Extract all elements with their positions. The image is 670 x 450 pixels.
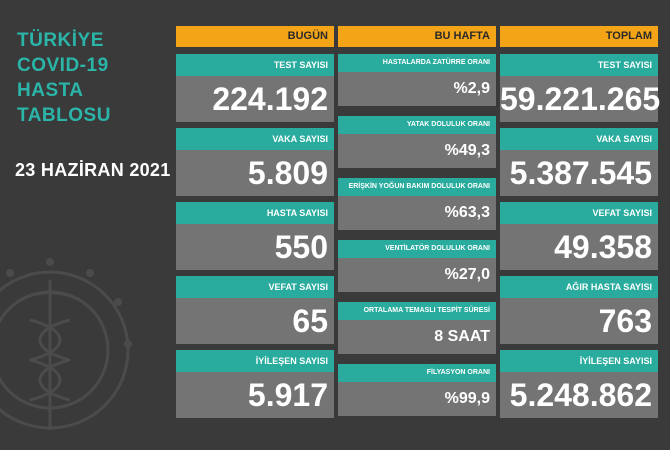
- stat-card-week-filiation: FİLYASYON ORANI %99,9: [338, 364, 496, 416]
- title-line: TABLOSU: [17, 105, 111, 126]
- stat-label: TEST SAYISI: [176, 54, 334, 76]
- stat-value: 5.809: [247, 155, 328, 191]
- stat-card-today-patients: HASTA SAYISI 550: [176, 202, 334, 270]
- title-line: TÜRKİYE: [17, 30, 104, 51]
- column-header-today: BUGÜN: [176, 26, 334, 47]
- stat-label: VENTİLATÖR DOLULUK ORANI: [338, 240, 496, 258]
- stat-value: 550: [274, 229, 328, 265]
- stat-label: YATAK DOLULUK ORANI: [338, 116, 496, 134]
- stat-value: 65: [292, 303, 328, 339]
- stat-label: ORTALAMA TEMASLI TESPİT SÜRESİ: [338, 302, 496, 320]
- column-header-total: TOPLAM: [500, 26, 658, 47]
- stat-card-week-pneumonia: HASTALARDA ZATÜRRE ORANI %2,9: [338, 54, 496, 106]
- stat-value: 5.387.545: [509, 155, 652, 191]
- stat-card-total-deaths: VEFAT SAYISI 49.358: [500, 202, 658, 270]
- report-date: 23 HAZİRAN 2021: [15, 160, 171, 180]
- stat-value: 5.917: [247, 377, 328, 413]
- stat-value: 5.248.862: [509, 377, 652, 413]
- stat-label: HASTALARDA ZATÜRRE ORANI: [338, 54, 496, 72]
- stat-label: AĞIR HASTA SAYISI: [500, 276, 658, 298]
- stat-value: 224.192: [212, 81, 328, 117]
- stat-label: VAKA SAYISI: [500, 128, 658, 150]
- stat-value: 59.221.265: [500, 81, 661, 117]
- stat-card-today-cases: VAKA SAYISI 5.809: [176, 128, 334, 196]
- stat-value: 8 SAAT: [434, 328, 490, 345]
- stat-value: 763: [598, 303, 652, 339]
- stat-card-total-cases: VAKA SAYISI 5.387.545: [500, 128, 658, 196]
- stat-card-week-icu-occupancy: ERİŞKİN YOĞUN BAKIM DOLULUK ORANI %63,3: [338, 178, 496, 230]
- stat-card-today-test: TEST SAYISI 224.192: [176, 54, 334, 122]
- stat-card-today-recovered: İYİLEŞEN SAYISI 5.917: [176, 350, 334, 418]
- stat-card-today-deaths: VEFAT SAYISI 65: [176, 276, 334, 344]
- stat-value: 49.358: [554, 229, 652, 265]
- stat-label: TEST SAYISI: [500, 54, 658, 76]
- stat-label: VEFAT SAYISI: [176, 276, 334, 298]
- stat-card-week-contact-time: ORTALAMA TEMASLI TESPİT SÜRESİ 8 SAAT: [338, 302, 496, 354]
- stat-label: İYİLEŞEN SAYISI: [176, 350, 334, 372]
- stat-label: VAKA SAYISI: [176, 128, 334, 150]
- stat-value: %2,9: [453, 80, 490, 97]
- stat-value: %27,0: [444, 266, 490, 283]
- stat-value: %63,3: [444, 204, 490, 221]
- ministry-of-health-emblem-icon: [0, 258, 132, 430]
- stat-label: FİLYASYON ORANI: [338, 364, 496, 382]
- column-today: BUGÜN TEST SAYISI 224.192 VAKA SAYISI 5.…: [176, 26, 334, 418]
- stat-card-total-recovered: İYİLEŞEN SAYISI 5.248.862: [500, 350, 658, 418]
- title-line: HASTA: [17, 80, 84, 101]
- left-panel: TÜRKİYE COVID-19 HASTA TABLOSU 23 HAZİRA…: [0, 0, 175, 446]
- stat-label: İYİLEŞEN SAYISI: [500, 350, 658, 372]
- stat-label: ERİŞKİN YOĞUN BAKIM DOLULUK ORANI: [338, 178, 496, 196]
- stat-card-total-severe: AĞIR HASTA SAYISI 763: [500, 276, 658, 344]
- column-header-week: BU HAFTA: [338, 26, 496, 47]
- stat-value: %99,9: [444, 390, 490, 407]
- stat-card-total-test: TEST SAYISI 59.221.265: [500, 54, 661, 122]
- stat-value: %49,3: [444, 142, 490, 159]
- stat-card-week-bed-occupancy: YATAK DOLULUK ORANI %49,3: [338, 116, 496, 168]
- stat-label: VEFAT SAYISI: [500, 202, 658, 224]
- title-line: COVID-19: [17, 55, 109, 76]
- stat-card-week-ventilator: VENTİLATÖR DOLULUK ORANI %27,0: [338, 240, 496, 292]
- page-title: TÜRKİYE COVID-19 HASTA TABLOSU: [17, 28, 111, 128]
- stat-label: HASTA SAYISI: [176, 202, 334, 224]
- column-total: TOPLAM TEST SAYISI 59.221.265 VAKA SAYIS…: [500, 26, 660, 418]
- column-week: BU HAFTA HASTALARDA ZATÜRRE ORANI %2,9 Y…: [338, 26, 496, 416]
